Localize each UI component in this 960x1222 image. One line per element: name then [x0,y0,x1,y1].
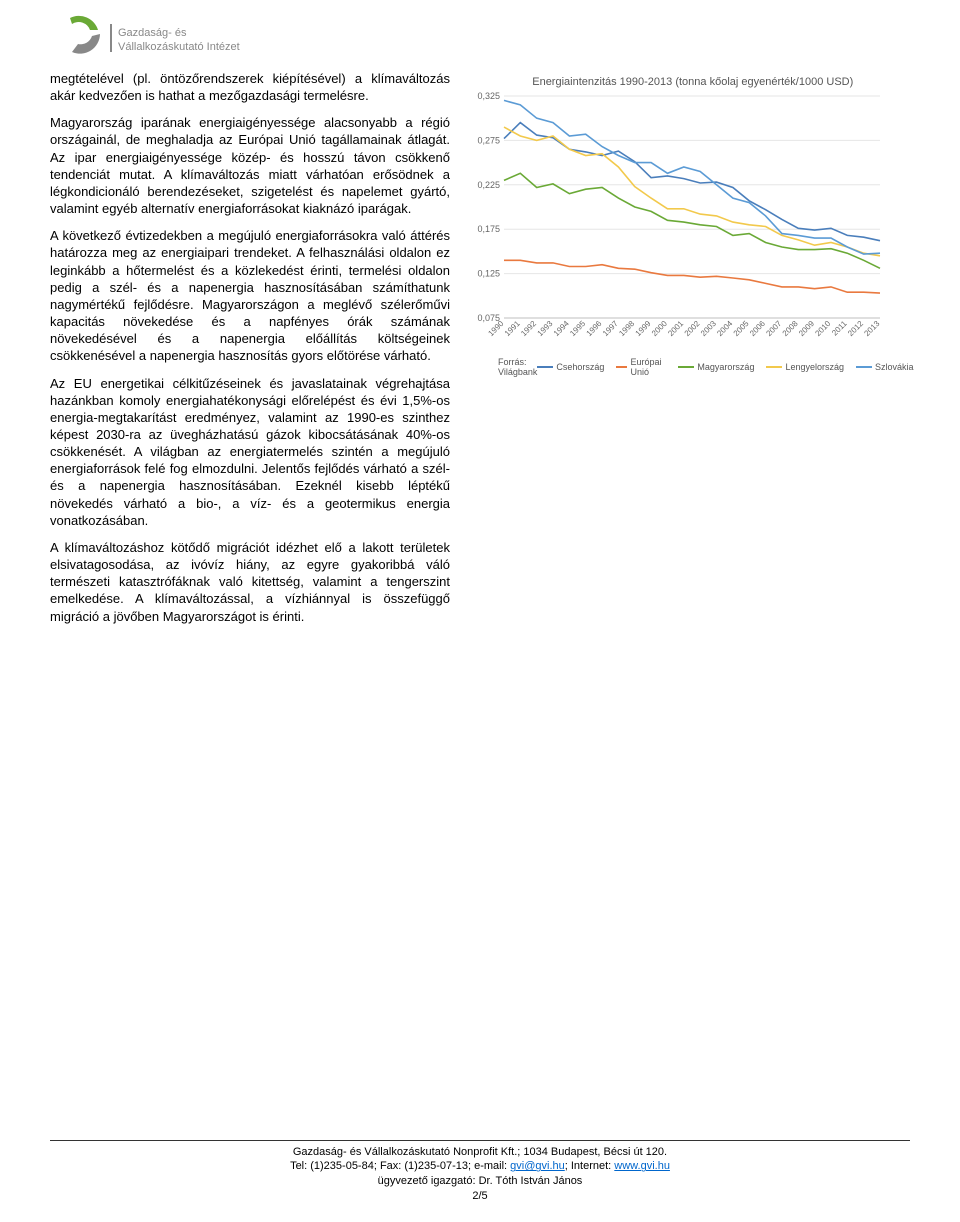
footer-line3: ügyvezető igazgató: Dr. Tóth István Jáno… [50,1174,910,1189]
footer-line2: Tel: (1)235-05-84; Fax: (1)235-07-13; e-… [50,1159,910,1174]
legend-swatch [616,366,627,368]
legend-item: Csehország [537,362,604,372]
legend-swatch [856,366,872,368]
footer-website-link[interactable]: www.gvi.hu [614,1160,670,1172]
logo-line2: Vállalkozáskutató Intézet [118,41,240,53]
legend-label: Lengyelország [785,362,844,372]
legend-item: Magyarország [678,362,754,372]
legend-swatch [537,366,553,368]
content-row: megtételével (pl. öntözőrendszerek kiépí… [50,70,910,635]
svg-text:0,125: 0,125 [477,269,500,279]
legend-item: Lengyelország [766,362,844,372]
paragraph-1: megtételével (pl. öntözőrendszerek kiépí… [50,70,450,104]
legend-label: Európai Unió [630,357,666,377]
logo: Gazdaság- és Vállalkozáskutató Intézet [50,10,910,62]
line-chart: 0,0750,1250,1750,2250,2750,3251990199119… [468,92,918,355]
svg-text:0,225: 0,225 [477,180,500,190]
svg-text:0,275: 0,275 [477,135,500,145]
legend-label: Magyarország [697,362,754,372]
svg-text:0,175: 0,175 [477,224,500,234]
text-column: megtételével (pl. öntözőrendszerek kiépí… [50,70,450,635]
paragraph-5: A klímaváltozáshoz kötődő migrációt idéz… [50,539,450,625]
legend-label: Szlovákia [875,362,914,372]
svg-text:0,325: 0,325 [477,92,500,101]
chart-svg: 0,0750,1250,1750,2250,2750,3251990199119… [468,92,888,352]
logo-svg: Gazdaság- és Vállalkozáskutató Intézet [50,10,260,62]
logo-line1: Gazdaság- és [118,27,187,39]
paragraph-4: Az EU energetikai célkitűzéseinek és jav… [50,375,450,529]
footer-line1: Gazdaság- és Vállalkozáskutató Nonprofit… [50,1145,910,1160]
legend-label: Csehország [556,362,604,372]
chart-legend: Forrás: Világbank Csehország Európai Unió… [468,355,918,377]
footer-email-link[interactable]: gvi@gvi.hu [510,1160,565,1172]
chart-title: Energiaintenzitás 1990-2013 (tonna kőola… [468,76,918,88]
legend-swatch [766,366,782,368]
legend-swatch [678,366,694,368]
page-footer: Gazdaság- és Vállalkozáskutató Nonprofit… [50,1140,910,1204]
legend-item: Szlovákia [856,362,914,372]
paragraph-3: A következő évtizedekben a megújuló ener… [50,227,450,364]
legend-item: Európai Unió [616,357,666,377]
chart-source: Forrás: Világbank [498,357,537,377]
chart-column: Energiaintenzitás 1990-2013 (tonna kőola… [468,70,918,635]
page-number: 2/5 [50,1189,910,1204]
paragraph-2: Magyarország iparának energiaigényessége… [50,114,450,217]
